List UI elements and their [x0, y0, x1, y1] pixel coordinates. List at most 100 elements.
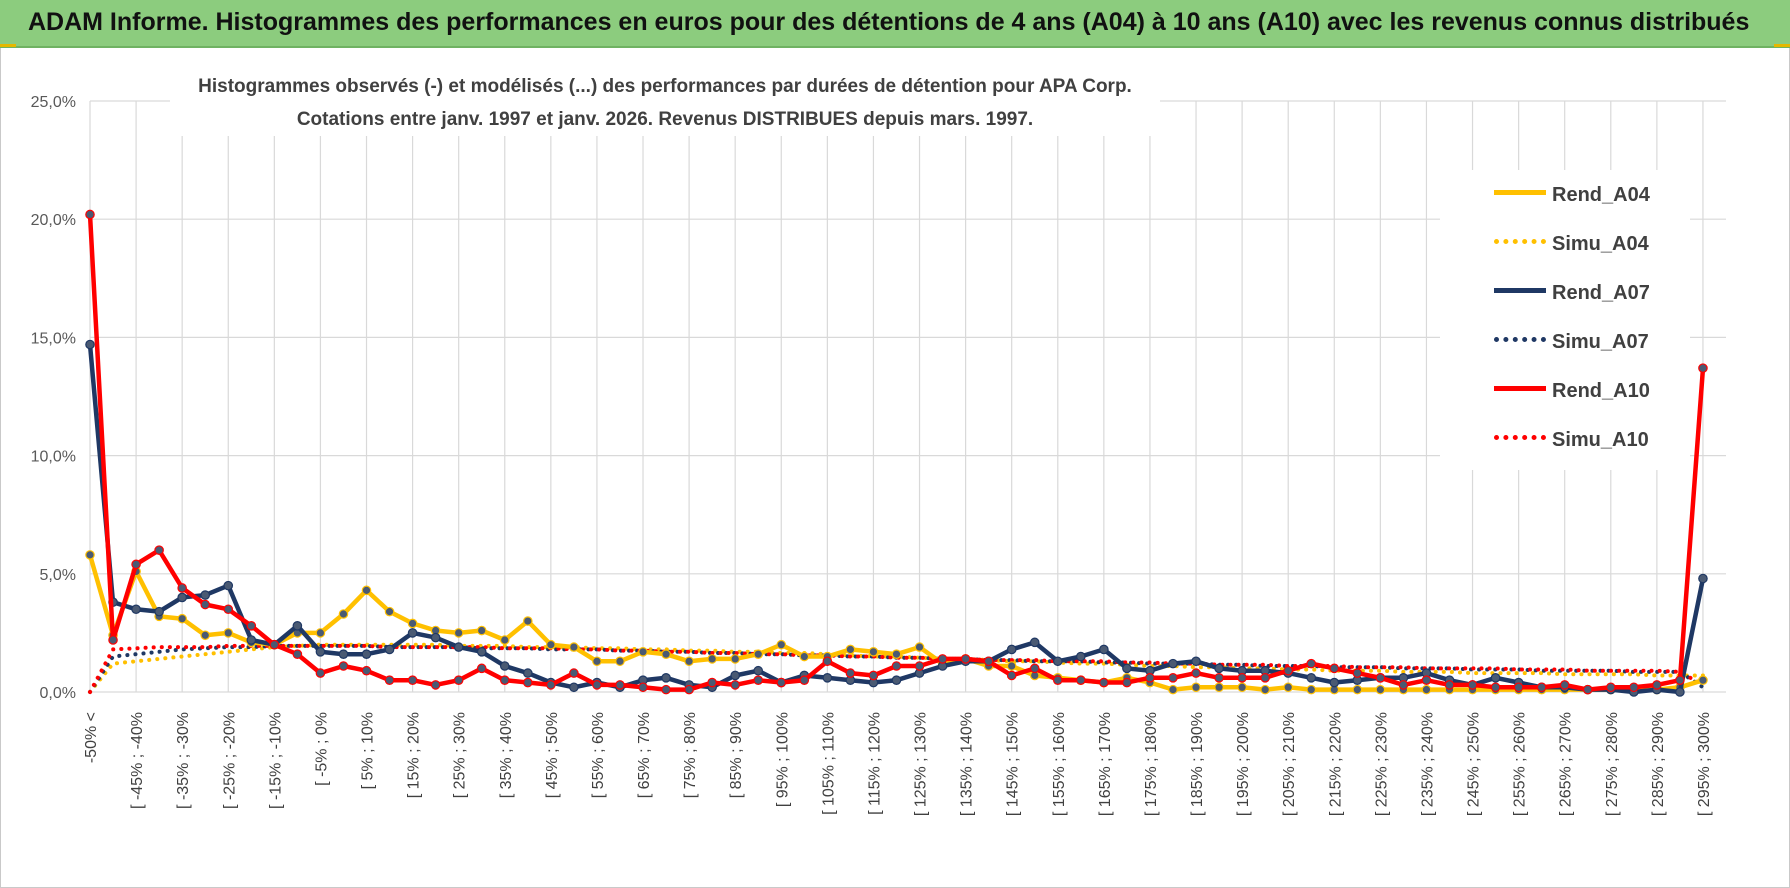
- data-point-Rend_A10: [684, 684, 694, 695]
- chart-subtitle: Cotations entre janv. 1997 et janv. 2026…: [296, 109, 1034, 130]
- x-tick-label: [ 295% ; 300%: [1696, 712, 1713, 816]
- data-point-Rend_A10: [1214, 673, 1224, 683]
- x-tick-label: [ 5% ; 10%: [360, 712, 377, 789]
- legend-label: Simu_A07: [1552, 331, 1649, 353]
- x-tick-label: [ 85% ; 90%: [728, 712, 745, 798]
- data-point-Rend_A07: [384, 644, 395, 655]
- corner-accent-left: [0, 44, 16, 47]
- data-point-Rend_A10: [661, 684, 671, 695]
- data-point-Rend_A07: [200, 590, 211, 600]
- data-point-Rend_A07: [1052, 656, 1063, 667]
- data-point-Rend_A04: [1283, 682, 1293, 693]
- series-Rend_A10: [85, 209, 1708, 695]
- data-point-Rend_A07: [315, 647, 326, 657]
- data-point-Rend_A07: [430, 632, 441, 643]
- data-point-Rend_A10: [1559, 680, 1570, 690]
- data-point-Rend_A10: [914, 661, 925, 671]
- data-point-Rend_A04: [569, 642, 579, 652]
- legend-swatch: [1494, 337, 1546, 342]
- data-point-Rend_A10: [407, 675, 418, 685]
- legend-label: Rend_A07: [1552, 282, 1650, 304]
- data-point-Rend_A10: [1029, 663, 1040, 674]
- y-tick-label: 25,0%: [31, 94, 76, 111]
- data-point-Rend_A10: [592, 680, 602, 690]
- data-point-Rend_A10: [1006, 670, 1017, 681]
- x-tick-label: -50% <: [83, 712, 100, 763]
- data-point-Rend_A10: [1536, 682, 1547, 693]
- data-point-Rend_A10: [85, 209, 95, 220]
- data-point-Rend_A10: [1145, 673, 1155, 683]
- data-point-Rend_A07: [1122, 663, 1132, 674]
- x-tick-label: [ -25% ; -20%: [221, 712, 238, 809]
- data-point-Rend_A10: [246, 621, 257, 631]
- data-point-Rend_A04: [684, 656, 694, 667]
- data-point-Rend_A10: [983, 656, 994, 667]
- data-point-Rend_A10: [1467, 680, 1478, 690]
- y-tick-label: 0,0%: [40, 685, 76, 702]
- data-point-Rend_A07: [523, 668, 533, 678]
- x-tick-label: [ 35% ; 40%: [498, 712, 515, 798]
- x-tick-label: [ 75% ; 80%: [682, 712, 699, 798]
- data-point-Rend_A10: [753, 675, 764, 685]
- x-tick-label: [ 255% ; 260%: [1512, 712, 1529, 816]
- data-point-Rend_A10: [569, 668, 579, 678]
- data-point-Rend_A10: [1237, 673, 1247, 683]
- data-point-Rend_A10: [1052, 675, 1063, 685]
- data-point-Rend_A07: [753, 665, 764, 676]
- data-point-Rend_A04: [730, 654, 740, 664]
- data-point-Rend_A07: [499, 661, 510, 671]
- legend-label: Rend_A04: [1552, 184, 1650, 206]
- x-tick-label: [ 275% ; 280%: [1604, 712, 1621, 816]
- x-tick-label: [ 165% ; 170%: [1097, 712, 1114, 816]
- x-tick-label: [ 135% ; 140%: [959, 712, 976, 816]
- x-tick-label: [ 245% ; 250%: [1466, 712, 1483, 816]
- data-point-Rend_A04: [315, 628, 326, 638]
- data-point-Rend_A10: [1421, 675, 1432, 685]
- series-layer: [85, 209, 1708, 697]
- x-tick-label: [ 175% ; 180%: [1143, 712, 1160, 816]
- x-tick-label: [ -15% ; -10%: [267, 712, 284, 809]
- data-point-Rend_A04: [177, 613, 187, 624]
- title-banner: ADAM Informe. Histogrammes des performan…: [0, 0, 1790, 48]
- data-point-Rend_A04: [523, 616, 533, 626]
- data-point-Rend_A04: [200, 630, 211, 641]
- data-point-Rend_A10: [1513, 682, 1524, 693]
- data-point-Rend_A07: [338, 649, 349, 659]
- legend-item-Rend_A04: Rend_A04: [1440, 180, 1690, 210]
- data-point-Rend_A10: [868, 670, 879, 681]
- data-point-Rend_A04: [1375, 684, 1386, 695]
- data-point-Rend_A04: [753, 649, 764, 659]
- chart-title: Histogrammes observés (-) et modélisés (…: [198, 76, 1132, 97]
- data-point-Rend_A07: [1006, 644, 1017, 655]
- data-point-Rend_A07: [223, 580, 234, 591]
- legend-label: Simu_A04: [1552, 233, 1649, 255]
- data-point-Rend_A10: [499, 675, 510, 685]
- data-point-Rend_A10: [1168, 673, 1178, 683]
- data-point-Rend_A10: [200, 599, 211, 610]
- data-point-Rend_A04: [407, 618, 418, 629]
- data-point-Rend_A10: [615, 680, 625, 690]
- x-tick-label: [ 265% ; 270%: [1558, 712, 1575, 816]
- data-point-Rend_A04: [1421, 684, 1432, 695]
- data-point-Rend_A10: [822, 656, 833, 667]
- data-point-Rend_A04: [499, 635, 510, 645]
- legend: Rend_A04 Simu_A04 Rend_A07 Simu_A07 Rend_A10…: [1440, 170, 1690, 470]
- data-point-Rend_A10: [1099, 677, 1109, 688]
- y-tick-labels: 0,0% 5,0% 10,0% 15,0% 20,0% 25,0%: [31, 94, 76, 702]
- data-point-Rend_A10: [730, 680, 740, 690]
- data-point-Rend_A04: [338, 609, 349, 619]
- data-point-Rend_A10: [384, 675, 395, 685]
- data-point-Rend_A10: [430, 680, 441, 690]
- x-tick-labels: -50% < [ -45% ; -40% [ -35% ; -30% [ -25% ;…: [83, 712, 1713, 816]
- data-point-Rend_A04: [1698, 675, 1708, 685]
- x-tick-label: [ 155% ; 160%: [1051, 712, 1068, 816]
- data-point-Rend_A07: [131, 604, 141, 615]
- x-tick-label: [ 45% ; 50%: [544, 712, 561, 798]
- x-tick-label: [ 125% ; 130%: [913, 712, 930, 816]
- data-point-Rend_A10: [315, 668, 326, 678]
- data-point-Rend_A10: [546, 680, 556, 690]
- data-point-Rend_A07: [1029, 637, 1040, 648]
- x-tick-label: [ 55% ; 60%: [590, 712, 607, 798]
- data-point-Rend_A07: [1214, 663, 1224, 674]
- x-tick-label: [ 235% ; 240%: [1419, 712, 1436, 816]
